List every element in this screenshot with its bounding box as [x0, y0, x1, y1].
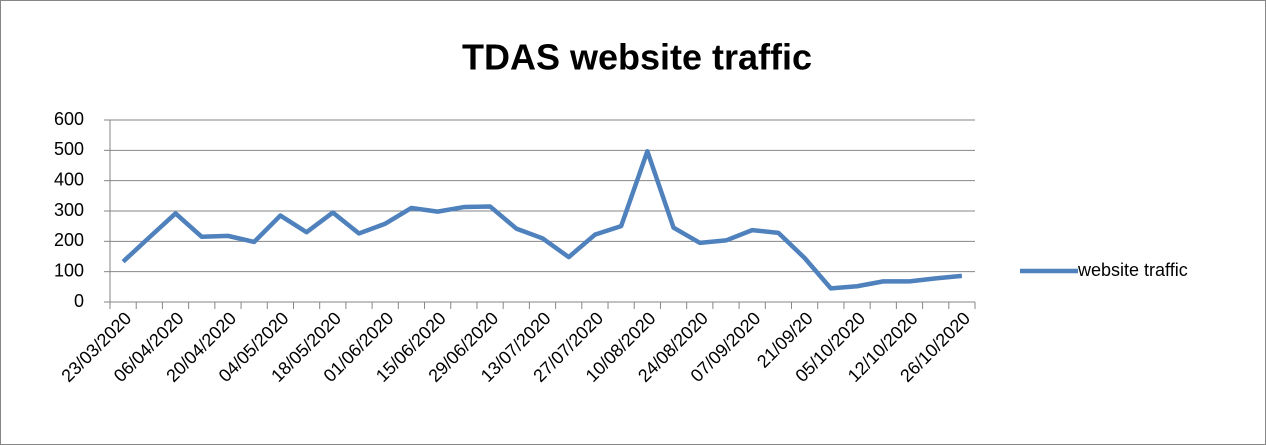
series-line — [121, 148, 963, 291]
y-tick-label: 200 — [54, 230, 84, 250]
y-tick-label: 400 — [54, 169, 84, 189]
y-tick-label: 300 — [54, 200, 84, 220]
y-tick-label: 100 — [54, 260, 84, 280]
y-tick-label: 0 — [74, 291, 84, 311]
y-tick-label: 500 — [54, 139, 84, 159]
chart-title: TDAS website traffic — [462, 37, 812, 78]
y-tick-label: 600 — [54, 109, 84, 129]
legend-label: website traffic — [1077, 260, 1188, 280]
